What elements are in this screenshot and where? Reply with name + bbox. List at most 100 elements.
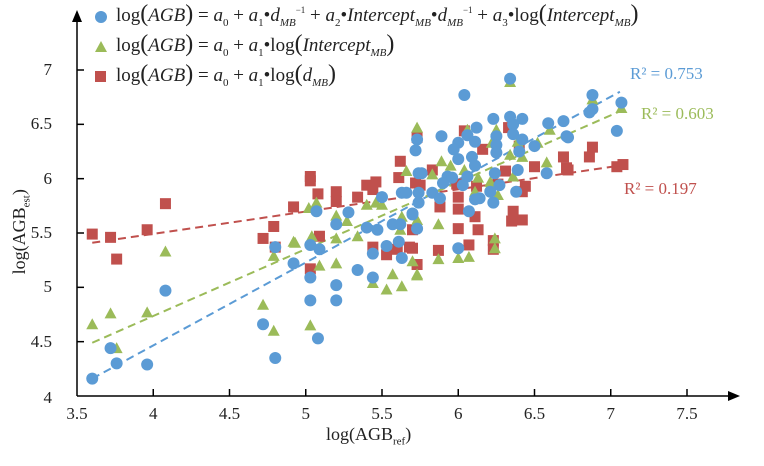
circle-data-point — [507, 118, 520, 131]
circle-data-point — [330, 279, 343, 292]
x-tick-label: 6.5 — [523, 404, 546, 423]
triangle-data-point — [504, 148, 517, 160]
square-data-point — [452, 223, 464, 235]
square-data-point — [463, 239, 475, 251]
square-data-point — [529, 161, 540, 173]
circle-data-point — [159, 284, 172, 297]
square-data-point — [86, 228, 98, 240]
equation-term: ( — [294, 61, 303, 87]
circle-data-point — [487, 112, 500, 125]
square-data-point — [361, 179, 373, 191]
square-data-point — [393, 172, 405, 184]
square-data-point — [451, 178, 463, 190]
triangle-data-point — [159, 245, 172, 257]
triangle-data-point — [462, 250, 475, 262]
circle-data-point — [435, 130, 448, 143]
square-data-point — [583, 151, 595, 163]
triangle-data-point — [432, 218, 445, 230]
circle-data-point — [304, 238, 317, 251]
equation-term: a — [325, 5, 336, 26]
x-axis-label-main: log(AGB — [326, 424, 393, 444]
circle-data-point — [269, 241, 282, 254]
x-axis-label: log(AGBref) — [326, 424, 411, 448]
legend-entry-square-series: log(AGB) = a0 + a1•log(dMB) — [92, 62, 638, 92]
square-data-point — [472, 224, 484, 236]
circle-data-point — [400, 186, 413, 199]
equation-term: 2 — [335, 17, 341, 29]
square-data-point — [381, 249, 393, 261]
square-data-point — [452, 191, 464, 203]
y-axis-label: log(AGBest) — [9, 189, 33, 274]
square-marker-icon — [95, 71, 106, 82]
circle-data-point — [141, 358, 154, 371]
square-data-point — [111, 253, 123, 265]
triangle-data-point — [400, 165, 413, 177]
circle-data-point — [490, 130, 503, 143]
circle-data-point — [490, 146, 503, 159]
circle-data-point — [528, 140, 541, 153]
data-points — [86, 72, 629, 385]
x-tick-label: 5 — [301, 404, 311, 423]
triangle-data-point — [104, 307, 117, 319]
x-axis-arrow-icon — [728, 391, 740, 401]
triangle-data-point — [411, 121, 424, 133]
circle-data-point — [310, 205, 323, 218]
triangle-data-point — [313, 259, 326, 271]
circle-data-point — [487, 196, 500, 209]
circle-data-point — [313, 243, 326, 256]
equation-term: + — [305, 5, 326, 26]
circle-data-point — [507, 128, 520, 141]
circle-data-point — [540, 167, 553, 180]
circle-data-point — [516, 112, 529, 125]
equation-term: ( — [140, 1, 149, 27]
y-tick-label: 6 — [43, 168, 53, 188]
triangle-data-point — [257, 298, 270, 310]
triangle-data-point — [330, 257, 343, 269]
equation-term: = — [193, 5, 214, 26]
triangle-data-point — [444, 159, 457, 171]
triangle-data-point — [360, 198, 373, 210]
triangle-data-point — [267, 324, 280, 336]
circle-data-point — [470, 121, 483, 134]
equation-term: •log — [507, 5, 539, 26]
equation-term: ) — [630, 1, 639, 27]
y-tick-label: 5 — [43, 277, 53, 297]
r2-label-square-series: R² = 0.197 — [624, 179, 697, 198]
circle-data-point — [110, 357, 123, 370]
square-data-point — [562, 164, 574, 176]
equation-term: + — [228, 5, 249, 26]
triangle-data-point — [507, 170, 520, 182]
equation-term: AGB — [148, 5, 186, 26]
square-data-point — [391, 243, 403, 255]
circle-data-point — [458, 88, 471, 101]
circle-data-point — [516, 133, 529, 146]
circle-data-point — [411, 133, 424, 146]
square-data-point — [367, 241, 379, 253]
circle-data-point — [380, 240, 393, 253]
circle-data-point — [287, 257, 300, 270]
square-data-point — [414, 179, 426, 191]
equation-term: 0 — [222, 77, 229, 89]
equation-term: 0 — [222, 47, 229, 59]
legend: log(AGB) = a0 + a1•dMB−1 + a2•InterceptM… — [92, 2, 638, 92]
square-data-point — [516, 186, 528, 198]
x-tick-label: 5.5 — [371, 404, 393, 423]
circle-data-point — [406, 208, 419, 221]
equation-term: d — [437, 5, 448, 26]
triangle-data-point — [304, 319, 317, 331]
circle-data-point — [86, 372, 99, 385]
circle-data-point — [557, 115, 570, 128]
equation-term: MB — [447, 17, 463, 29]
square-data-point — [507, 205, 519, 217]
circle-data-point — [412, 196, 425, 209]
circle-data-point — [469, 135, 482, 148]
equation-term: Intercept — [347, 5, 416, 26]
triangle-data-point — [411, 213, 424, 225]
y-axis-label-main: log(AGB — [8, 207, 29, 275]
equation-term: ( — [140, 61, 149, 87]
square-data-point — [330, 195, 342, 207]
legend-equation: log(AGB) = a0 + a1•log(dMB) — [116, 62, 336, 89]
equation-term: • — [263, 5, 271, 26]
equation-term: Intercept — [302, 35, 371, 56]
